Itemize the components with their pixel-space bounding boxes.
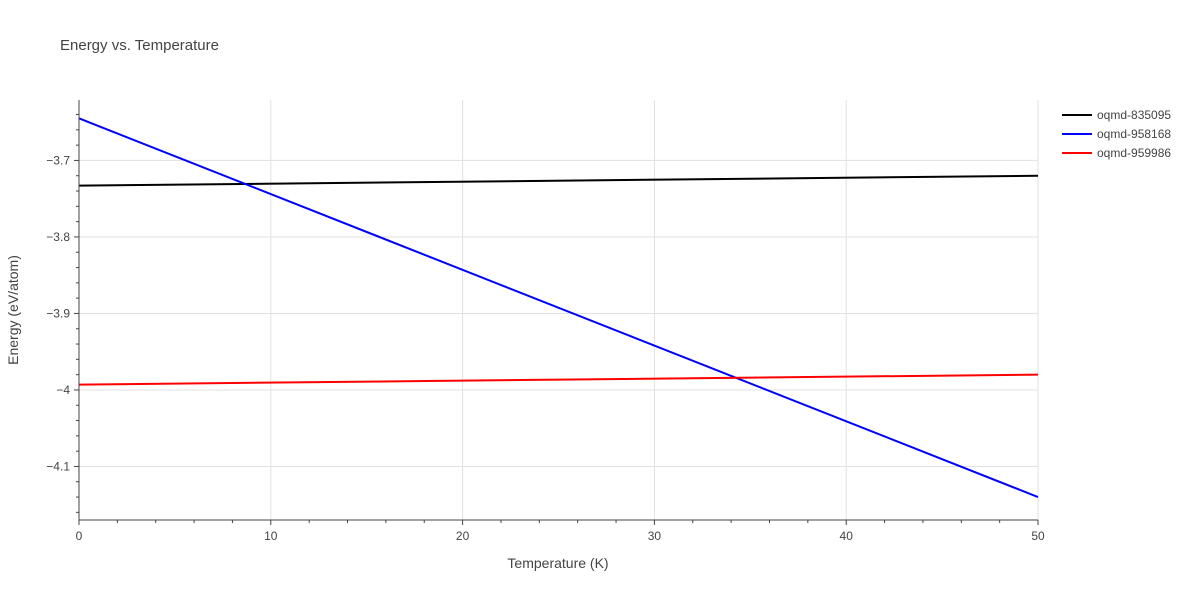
legend-label: oqmd-835095 — [1097, 108, 1171, 122]
x-tick-label: 40 — [840, 529, 854, 543]
legend-item-oqmd-958168[interactable]: oqmd-958168 — [1062, 127, 1171, 141]
legend-label: oqmd-959986 — [1097, 146, 1171, 160]
series-line-oqmd-835095 — [78, 174, 1039, 187]
y-tick-label: −4 — [56, 383, 70, 397]
legend-item-oqmd-835095[interactable]: oqmd-835095 — [1062, 108, 1171, 122]
legend-label: oqmd-958168 — [1097, 127, 1171, 141]
x-tick-label: 50 — [1031, 529, 1045, 543]
legend-item-oqmd-959986[interactable]: oqmd-959986 — [1062, 146, 1171, 160]
y-tick-label: −3.8 — [46, 230, 70, 244]
y-axis-title: Energy (eV/atom) — [5, 255, 21, 365]
x-tick-label: 0 — [76, 529, 83, 543]
chart-title: Energy vs. Temperature — [60, 37, 219, 54]
x-tick-label: 10 — [264, 529, 278, 543]
axes — [74, 100, 1039, 525]
grid-lines — [79, 100, 1039, 520]
x-tick-label: 30 — [648, 529, 662, 543]
y-tick-label: −4.1 — [46, 459, 70, 473]
series-lines — [78, 117, 1039, 498]
x-tick-label: 20 — [456, 529, 470, 543]
legend[interactable]: oqmd-835095 oqmd-958168 oqmd-959986 — [1062, 108, 1171, 160]
x-axis-title: Temperature (K) — [507, 555, 608, 571]
y-tick-label: −3.9 — [46, 306, 70, 320]
y-tick-label: −3.7 — [46, 153, 70, 167]
series-line-oqmd-959986 — [78, 373, 1039, 386]
tick-labels: 0 10 20 30 40 50 −3.7 −3.8 −3.9 −4 −4.1 — [46, 153, 1045, 543]
series-line-oqmd-958168 — [78, 117, 1039, 498]
